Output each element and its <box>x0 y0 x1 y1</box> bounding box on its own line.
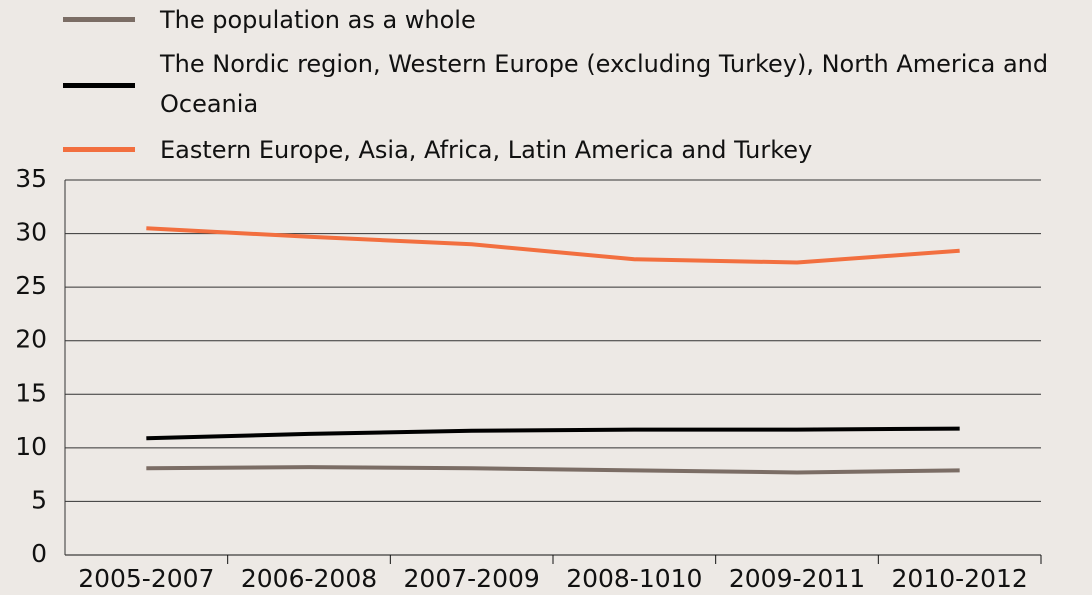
x-tick-label: 2008-1010 <box>566 564 702 593</box>
x-tick-label: 2005-2007 <box>78 564 214 593</box>
x-tick-label: 2009-2011 <box>729 564 865 593</box>
y-tick-label: 15 <box>15 378 47 407</box>
y-tick-label: 30 <box>15 218 47 247</box>
series-line <box>146 226 960 265</box>
y-tick-label: 5 <box>31 485 47 514</box>
legend-label: The population as a whole <box>160 6 476 34</box>
legend-swatch <box>63 147 135 152</box>
legend-swatch <box>63 17 135 22</box>
y-tick-label: 0 <box>31 539 47 568</box>
y-tick-label: 20 <box>15 325 47 354</box>
series-line <box>146 426 960 441</box>
legend-label: Eastern Europe, Asia, Africa, Latin Amer… <box>160 136 813 164</box>
series-line <box>146 465 960 475</box>
legend-swatch <box>63 83 135 88</box>
x-tick-label: 2010-2012 <box>892 564 1028 593</box>
y-tick-label: 35 <box>15 164 47 193</box>
x-tick-label: 2007-2009 <box>404 564 540 593</box>
x-tick-label: 2006-2008 <box>241 564 377 593</box>
y-tick-label: 10 <box>15 432 47 461</box>
y-tick-label: 25 <box>15 271 47 300</box>
legend-label: The Nordic region, Western Europe (exclu… <box>160 50 1049 118</box>
